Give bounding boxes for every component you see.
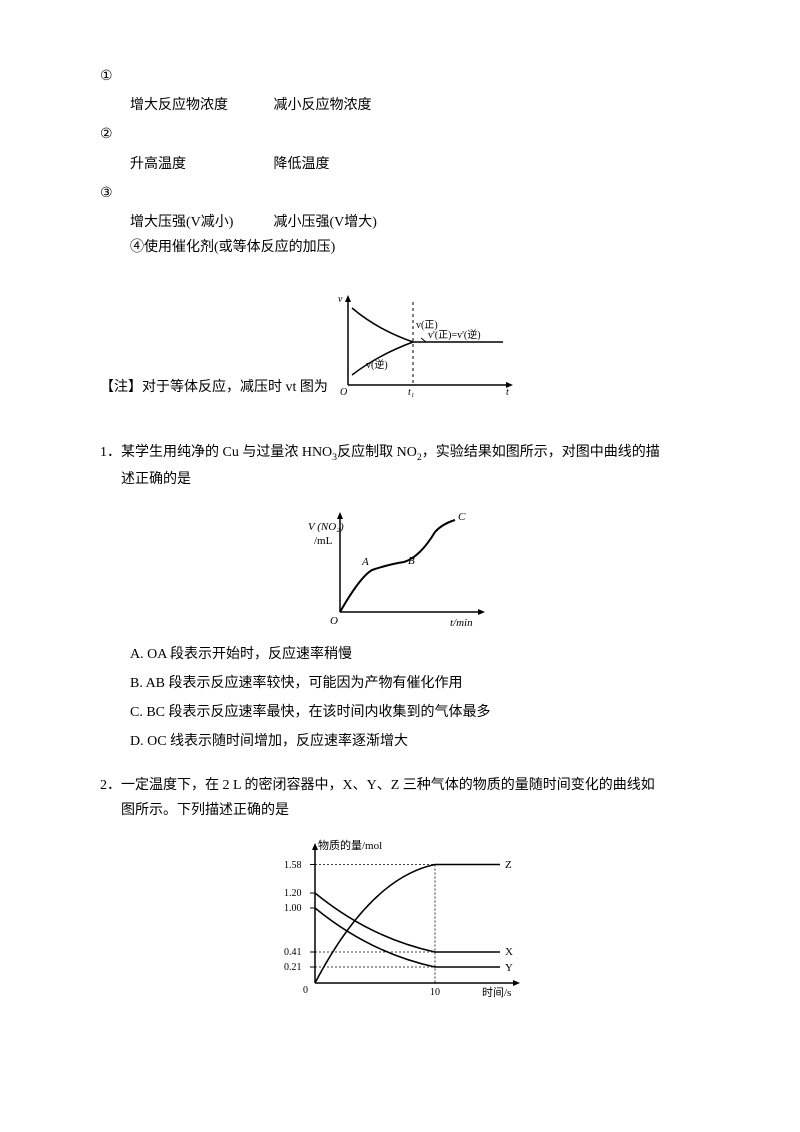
note-block: 【注】对于等体反应，减压时 vt 图为 v t t₁ O v(正) v(逆) v… — [100, 290, 730, 400]
q1-stem3: ，实验结果如图所示，对图中曲线的描 — [422, 445, 660, 460]
q1-origin: O — [330, 615, 338, 627]
q2-ylabel: 物质的量/mol — [318, 838, 382, 852]
ytick-021: 0.21 — [284, 962, 302, 973]
vt-origin: O — [340, 387, 347, 398]
question-1: 1．某学生用纯净的 Cu 与过量浓 HNO3反应制取 NO2，实验结果如图所示，… — [100, 440, 700, 492]
q2-stem2: 图所示。下列描述正确的是 — [121, 803, 289, 818]
series-Y: Y — [505, 962, 513, 974]
q1-figure: V (NO₂) /mL t/min O A B C — [70, 502, 730, 632]
list-item-3-pair: 增大压强(V减小) 减小压强(V增大) — [130, 210, 730, 235]
vt-y-label: v — [338, 294, 343, 305]
q1-xlabel: t/min — [450, 617, 473, 629]
q1-ptB: B — [408, 555, 415, 567]
q1-stem2: 反应制取 NO — [337, 445, 417, 460]
item1-right: 减小反应物浓度 — [274, 98, 372, 113]
q1-ptA: A — [361, 556, 369, 568]
q2-num: 2． — [100, 778, 121, 793]
ytick-041: 0.41 — [284, 947, 302, 958]
q2-figure: 1.58 1.20 1.00 0.41 0.21 0 10 Z X Y 物质的量… — [70, 833, 730, 1003]
q1-ptC: C — [458, 511, 466, 523]
q1-ylabel-top: V (NO₂) — [308, 521, 344, 533]
list-item-2-pair: 升高温度 降低温度 — [130, 152, 730, 177]
item1-left: 增大反应物浓度 — [130, 93, 270, 118]
xtick-10: 10 — [430, 987, 440, 998]
vt-right-label: v'(正)=v'(逆) — [428, 328, 481, 341]
q1-optC: C. BC 段表示反应速率最快，在该时间内收集到的气体最多 — [130, 700, 730, 725]
ytick-120: 1.20 — [284, 888, 302, 899]
question-2: 2．一定温度下，在 2 L 的密闭容器中，X、Y、Z 三种气体的物质的量随时间变… — [100, 773, 700, 823]
list-item-1-pair: 增大反应物浓度 减小反应物浓度 — [130, 93, 730, 118]
vt-bot-curve: v(逆) — [366, 358, 388, 371]
ytick-158: 1.58 — [284, 860, 302, 871]
q1-optB: B. AB 段表示反应速率较快，可能因为产物有催化作用 — [130, 671, 730, 696]
q1-optD: D. OC 线表示随时间增加，反应速率逐渐增大 — [130, 729, 730, 754]
q2-xlabel: 时间/s — [482, 986, 511, 999]
ytick-0: 0 — [303, 985, 308, 996]
q1-ylabel-bot: /mL — [314, 535, 333, 547]
q1-stem4: 述正确的是 — [121, 472, 191, 487]
note-prefix: 【注】对于等体反应，减压时 vt 图为 — [100, 375, 328, 400]
list-item-3-num: ③ — [100, 181, 730, 206]
item2-left: 升高温度 — [130, 152, 270, 177]
item3-right: 减小压强(V增大) — [274, 215, 377, 230]
q1-stem1: 某学生用纯净的 Cu 与过量浓 HNO — [121, 445, 332, 460]
list-item-4: ④使用催化剂(或等体反应的加压) — [130, 235, 730, 260]
list-item-1-num: ① — [100, 64, 730, 89]
q2-stem1: 一定温度下，在 2 L 的密闭容器中，X、Y、Z 三种气体的物质的量随时间变化的… — [121, 778, 655, 793]
note-diagram: v t t₁ O v(正) v(逆) v'(正)=v'(逆) — [328, 290, 518, 400]
item3-left: 增大压强(V减小) — [130, 210, 270, 235]
vt-x-label: t — [506, 387, 509, 398]
series-X: X — [505, 946, 513, 958]
q1-optA: A. OA 段表示开始时，反应速率稍慢 — [130, 642, 730, 667]
series-Z: Z — [505, 859, 512, 871]
ytick-100: 1.00 — [284, 903, 302, 914]
list-item-2-num: ② — [100, 122, 730, 147]
q1-num: 1． — [100, 445, 121, 460]
vt-x-tick: t₁ — [408, 387, 414, 398]
item2-right: 降低温度 — [274, 157, 330, 172]
